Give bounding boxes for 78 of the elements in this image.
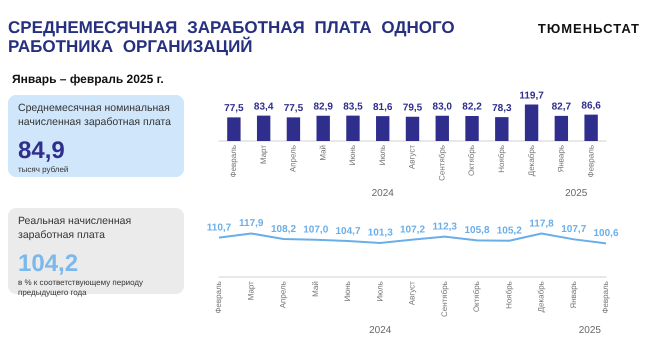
text: 2024 bbox=[372, 188, 394, 199]
text: СРЕДНЕМЕСЯЧНАЯ ЗАРАБОТНАЯ ПЛАТА ОДНОГО РАБОТНИКА ОРГАНИЗАЦИЙ bbox=[8, 18, 456, 56]
data-label: 82,2 bbox=[462, 102, 482, 113]
x-tick-label: Февраль bbox=[586, 145, 596, 178]
data-label: 107,2 bbox=[400, 224, 426, 236]
data-label: 117,9 bbox=[239, 218, 264, 230]
data-label: 101,3 bbox=[368, 228, 394, 239]
data-label: 77,5 bbox=[284, 103, 304, 114]
text: в % к соответствующему периоду предыдущего года bbox=[18, 278, 144, 298]
text: 84,9 bbox=[18, 137, 66, 165]
bar bbox=[256, 116, 270, 141]
data-label: 105,2 bbox=[496, 226, 522, 237]
x-tick-label: Февраль bbox=[229, 145, 238, 178]
x-tick-label: Ноябрь bbox=[497, 145, 506, 173]
data-label: 82,7 bbox=[552, 102, 572, 113]
x-tick-label: Апрель bbox=[288, 145, 298, 172]
data-label: 78,3 bbox=[492, 102, 512, 114]
x-tick-label: Октябрь bbox=[472, 281, 482, 312]
data-label: 112,3 bbox=[432, 221, 458, 232]
x-tick-label: Март bbox=[258, 144, 268, 164]
bar bbox=[346, 116, 360, 141]
data-label: 119,7 bbox=[519, 90, 544, 102]
x-tick-label: Январь bbox=[556, 145, 566, 172]
x-tick-label: Март bbox=[246, 280, 256, 300]
data-label: 83,0 bbox=[432, 101, 452, 112]
bar bbox=[465, 116, 479, 141]
bar bbox=[584, 114, 598, 141]
bar bbox=[524, 104, 538, 141]
x-tick-label: Май bbox=[310, 281, 320, 297]
bar bbox=[554, 116, 568, 141]
x-tick-label: Август bbox=[408, 280, 417, 306]
x-tick-label: Сентябрь bbox=[440, 281, 449, 318]
text: 2025 bbox=[578, 324, 602, 336]
text: ТЮМЕНЬСТАТ bbox=[538, 21, 640, 36]
text: Реальная начисленная заработная плата bbox=[18, 214, 132, 242]
x-tick-label: Декабрь bbox=[526, 145, 536, 176]
bar bbox=[406, 116, 420, 141]
data-label: 83,4 bbox=[254, 101, 274, 112]
x-tick-label: Сентябрь bbox=[437, 145, 446, 181]
x-tick-label: Май bbox=[318, 145, 328, 161]
text: Январь – февраль 2025 г. bbox=[12, 72, 165, 86]
text: 2025 bbox=[565, 188, 588, 199]
data-label: 105,8 bbox=[464, 225, 490, 236]
bar bbox=[436, 116, 449, 141]
data-label: 104,7 bbox=[335, 226, 361, 237]
x-tick-label: Июль bbox=[378, 145, 387, 166]
bar bbox=[316, 116, 330, 141]
data-label: 117,8 bbox=[529, 218, 554, 230]
x-tick-label: Апрель bbox=[278, 281, 288, 308]
text: 2024 bbox=[369, 324, 392, 336]
text: 104,2 bbox=[18, 250, 80, 278]
data-label: 77,5 bbox=[224, 103, 244, 114]
bar bbox=[286, 117, 300, 141]
data-label: 108,2 bbox=[270, 224, 296, 235]
data-label: 107,7 bbox=[561, 224, 587, 236]
data-label: 100,6 bbox=[593, 228, 619, 240]
data-label: 81,6 bbox=[372, 102, 393, 113]
x-tick-label: Февраль bbox=[214, 281, 224, 314]
data-label: 79,5 bbox=[402, 102, 423, 114]
bar bbox=[376, 116, 390, 141]
data-label: 110,7 bbox=[206, 222, 232, 234]
data-label: 83,5 bbox=[343, 101, 364, 112]
data-label: 82,9 bbox=[313, 102, 334, 113]
x-tick-label: Ноябрь bbox=[504, 281, 514, 309]
x-tick-label: Август bbox=[408, 144, 417, 170]
x-tick-label: Февраль bbox=[601, 281, 610, 314]
x-tick-label: Июнь bbox=[343, 281, 352, 302]
text: Среднемесячная номинальная начисленная заработная плата bbox=[18, 101, 172, 129]
data-label: 107,0 bbox=[303, 224, 329, 236]
x-tick-label: Июнь bbox=[348, 145, 358, 166]
bar bbox=[227, 117, 241, 141]
x-tick-label: Декабрь bbox=[536, 281, 546, 312]
bar bbox=[495, 117, 509, 141]
data-label: 86,6 bbox=[581, 100, 602, 112]
x-tick-label: Июль bbox=[375, 281, 384, 302]
x-tick-label: Январь bbox=[568, 281, 578, 309]
x-tick-label: Октябрь bbox=[467, 145, 476, 176]
text: тысяч рублей bbox=[18, 165, 70, 175]
